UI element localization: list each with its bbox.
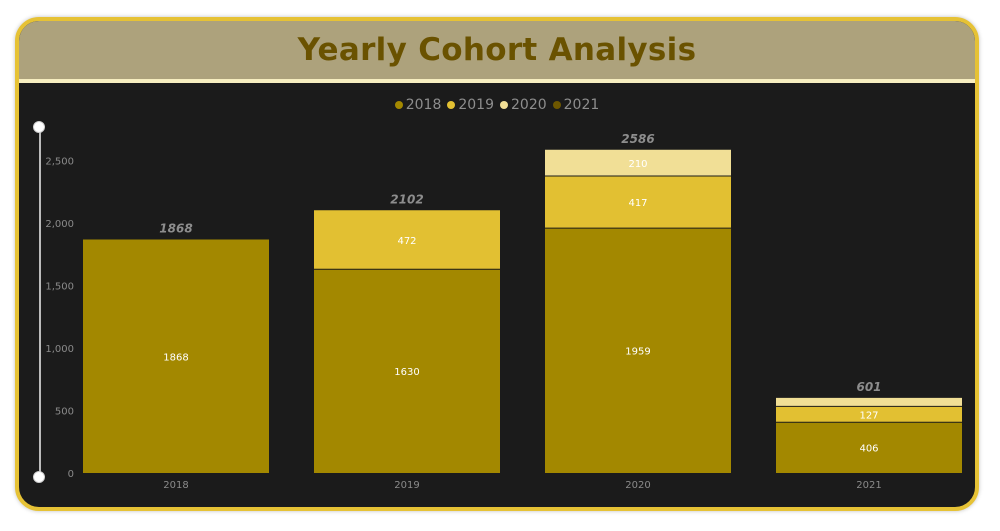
legend-label: 2019 (458, 97, 494, 113)
bar-segment-2020-2020 (545, 149, 731, 176)
bar-segment-2020-2018 (545, 228, 731, 473)
legend-dot-icon (552, 101, 561, 109)
title-bar: Yearly Cohort Analysis (19, 21, 975, 83)
data-label: 210 (628, 159, 647, 170)
legend-label: 2018 (405, 97, 442, 113)
y-tick-label: 2,000 (45, 219, 74, 230)
legend-item-2018[interactable]: 2018 (394, 97, 442, 113)
data-label: 472 (397, 236, 416, 247)
data-label: 1868 (163, 352, 188, 363)
y-tick-label: 1,500 (45, 282, 74, 293)
legend-label: 2020 (511, 97, 547, 113)
chart-frame: Yearly Cohort Analysis 2018 2019 2020 2021 … (15, 17, 979, 511)
total-label: 2586 (621, 132, 654, 146)
y-tick-label: 2,500 (45, 157, 74, 168)
bar-segment-2019-2019 (314, 210, 500, 270)
data-label: 406 (859, 444, 878, 455)
zoom-slider-top-handle[interactable] (33, 121, 45, 133)
y-tick-label: 1,000 (45, 344, 74, 355)
total-label: 2102 (390, 192, 423, 206)
total-label: 1868 (159, 222, 192, 236)
bar-segment-2020-2019 (545, 176, 731, 229)
legend-item-2021[interactable]: 2021 (552, 97, 600, 113)
zoom-slider-track[interactable] (39, 126, 41, 476)
data-label: 1630 (394, 367, 419, 378)
bar-segment-2018-2018 (83, 239, 269, 473)
legend-item-2019[interactable]: 2019 (447, 97, 494, 113)
data-label: 1959 (625, 347, 650, 358)
data-label: 417 (628, 198, 647, 209)
legend-dot-icon (394, 101, 403, 109)
bar-segment-2021-2018 (776, 422, 962, 473)
x-tick-label: 2020 (625, 480, 650, 491)
stacked-bar-chart: 0 500 1,000 1,500 2,000 2,500 1868 1868 2018 1630… (45, 132, 962, 491)
legend-dot-icon (500, 101, 508, 109)
bar-segment-2021-2020 (776, 397, 962, 407)
legend: 2018 2019 2020 2021 (19, 97, 975, 113)
chart-title: Yearly Cohort Analysis (297, 32, 697, 68)
y-tick-label: 0 (68, 469, 74, 480)
y-tick-label: 500 (55, 407, 74, 418)
zoom-slider-bottom-handle[interactable] (33, 471, 45, 483)
bar-segment-2021-2019 (776, 406, 962, 423)
data-label: 127 (859, 410, 878, 421)
x-tick-label: 2018 (163, 480, 188, 491)
x-tick-label: 2019 (394, 480, 419, 491)
legend-item-2020[interactable]: 2020 (500, 97, 547, 113)
bar-segment-2019-2018 (314, 269, 500, 473)
legend-label: 2021 (563, 97, 600, 113)
legend-dot-icon (447, 101, 456, 109)
x-tick-label: 2021 (856, 480, 881, 491)
total-label: 601 (856, 380, 881, 394)
